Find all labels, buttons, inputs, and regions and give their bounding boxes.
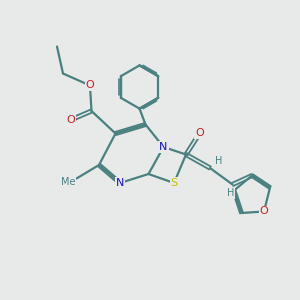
Text: O: O: [85, 80, 94, 91]
Text: N: N: [116, 178, 124, 188]
Text: S: S: [170, 178, 178, 188]
Text: O: O: [195, 128, 204, 139]
Text: H: H: [227, 188, 235, 198]
Text: Me: Me: [61, 177, 75, 187]
Text: O: O: [260, 206, 268, 217]
Text: O: O: [66, 115, 75, 125]
Text: N: N: [159, 142, 168, 152]
Text: H: H: [215, 156, 222, 167]
